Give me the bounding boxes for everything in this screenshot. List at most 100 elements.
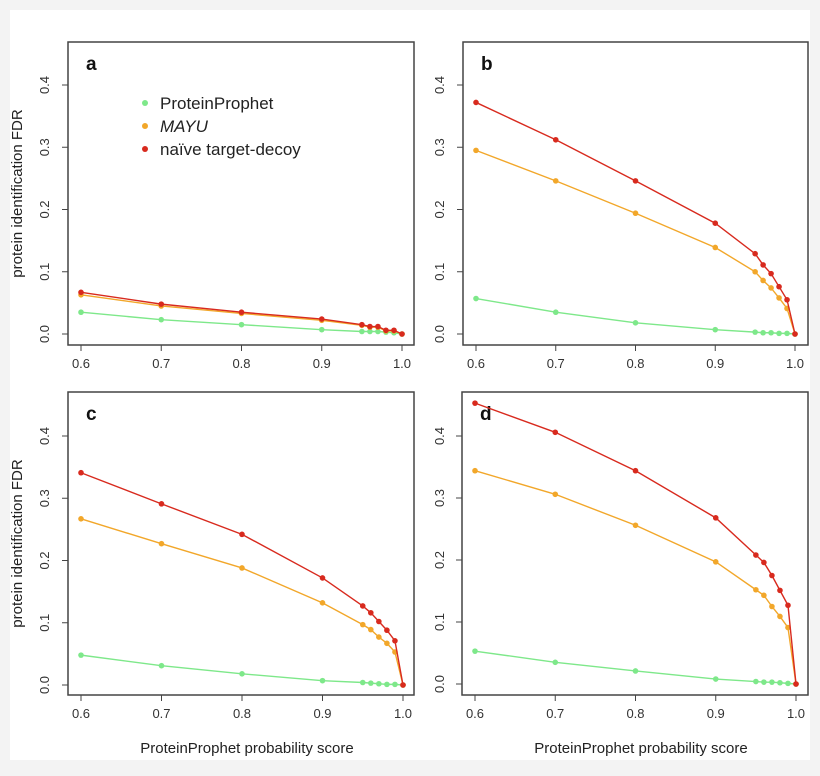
- data-point-MAYU: [158, 540, 165, 547]
- data-point-naive: [552, 429, 559, 436]
- data-point-MAYU: [376, 634, 382, 640]
- panel-label: d: [480, 404, 492, 425]
- data-point-naive: [632, 467, 639, 474]
- data-point-MAYU: [768, 285, 774, 291]
- data-point-naive: [712, 515, 719, 521]
- data-point-naive: [399, 331, 405, 337]
- data-point-naive: [472, 400, 478, 406]
- plot-frame: [67, 391, 415, 696]
- data-point-MAYU: [472, 467, 478, 474]
- series-line-naive: [80, 291, 403, 335]
- data-point-naive: [383, 327, 389, 334]
- series-line-naive: [474, 402, 797, 685]
- data-point-ProteinProphet: [769, 679, 775, 685]
- data-point-ProteinProphet: [753, 678, 759, 685]
- series-line-MAYU: [474, 470, 797, 685]
- data-point-ProteinProphet: [761, 679, 767, 685]
- data-point-ProteinProphet: [552, 659, 559, 666]
- data-point-ProteinProphet: [785, 680, 791, 687]
- data-point-MAYU: [359, 621, 366, 628]
- series-line-ProteinProphet: [80, 654, 404, 686]
- x-tick-label: 0.6: [72, 356, 90, 371]
- data-point-naive: [712, 220, 719, 226]
- data-point-MAYU: [776, 295, 782, 301]
- y-tick-label: 0.4: [432, 427, 447, 445]
- data-point-naive: [793, 681, 799, 687]
- data-point-MAYU: [752, 268, 758, 275]
- x-tick-label: 0.9: [706, 356, 724, 371]
- x-tick-label: 1.0: [786, 356, 804, 371]
- x-tick-label: 0.7: [547, 356, 565, 371]
- data-point-naive: [785, 602, 791, 609]
- data-point-naive: [158, 501, 165, 507]
- y-tick-label: 0.2: [432, 551, 447, 569]
- data-point-MAYU: [552, 491, 559, 498]
- data-point-ProteinProphet: [472, 648, 478, 654]
- data-point-MAYU: [760, 277, 766, 284]
- data-point-MAYU: [78, 515, 84, 522]
- data-point-naive: [319, 575, 326, 581]
- data-point-ProteinProphet: [760, 329, 766, 336]
- data-point-MAYU: [761, 592, 767, 599]
- data-point-ProteinProphet: [158, 662, 165, 669]
- y-tick-label: 0.2: [37, 551, 52, 569]
- data-point-MAYU: [473, 147, 479, 154]
- data-point-MAYU: [632, 522, 639, 529]
- data-point-naive: [359, 321, 365, 328]
- x-tick-label: 1.0: [787, 706, 805, 721]
- data-point-naive: [359, 603, 366, 609]
- data-point-naive: [367, 323, 373, 330]
- y-tick-label: 0.4: [432, 76, 447, 94]
- data-point-naive: [761, 559, 767, 566]
- data-point-MAYU: [712, 244, 719, 251]
- data-point-ProteinProphet: [712, 676, 719, 682]
- y-tick-label: 0.2: [432, 200, 447, 218]
- data-point-naive: [784, 296, 790, 303]
- data-point-MAYU: [753, 586, 759, 593]
- panel-d: 0.6 0.7 0.8 0.9 1.0 0.0 0.1 0.2 0.3 0.4 d ProteinPr…: [432, 391, 809, 757]
- data-point-naive: [384, 627, 390, 634]
- data-point-naive: [392, 638, 398, 644]
- data-point-ProteinProphet: [632, 319, 639, 326]
- panel-label: c: [86, 404, 97, 425]
- data-point-ProteinProphet: [238, 321, 245, 328]
- x-tick-label: 0.8: [626, 356, 644, 371]
- x-tick-label: 0.6: [466, 706, 484, 721]
- data-point-MAYU: [552, 178, 559, 184]
- data-point-naive: [777, 587, 783, 594]
- data-point-naive: [752, 250, 758, 257]
- data-point-naive: [78, 469, 84, 476]
- x-tick-label: 0.7: [152, 356, 170, 371]
- data-point-ProteinProphet: [384, 681, 390, 688]
- y-tick-label: 0.3: [37, 138, 52, 156]
- y-tick-label: 0.0: [432, 675, 447, 693]
- data-point-ProteinProphet: [367, 328, 373, 335]
- x-axis-title: ProteinProphet probability score: [534, 740, 747, 757]
- data-point-ProteinProphet: [239, 670, 245, 677]
- y-tick-label: 0.0: [432, 325, 447, 343]
- data-point-naive: [753, 552, 759, 558]
- x-tick-label: 0.8: [233, 706, 251, 721]
- x-tick-label: 0.7: [152, 706, 170, 721]
- data-point-ProteinProphet: [375, 328, 381, 335]
- x-tick-label: 0.9: [707, 706, 725, 721]
- y-tick-label: 0.1: [37, 614, 52, 632]
- x-tick-label: 0.7: [546, 706, 564, 721]
- data-point-MAYU: [785, 624, 791, 631]
- data-point-naive: [768, 270, 774, 277]
- data-point-naive: [473, 99, 479, 106]
- data-point-MAYU: [632, 210, 639, 217]
- data-point-ProteinProphet: [777, 679, 783, 686]
- series-line-ProteinProphet: [80, 311, 403, 335]
- data-point-ProteinProphet: [712, 326, 719, 333]
- data-point-ProteinProphet: [752, 329, 758, 335]
- x-tick-label: 1.0: [393, 356, 411, 371]
- data-point-naive: [239, 531, 245, 538]
- series-line-MAYU: [475, 149, 796, 335]
- data-point-ProteinProphet: [768, 329, 774, 336]
- legend-marker: [142, 123, 148, 129]
- data-point-ProteinProphet: [78, 652, 84, 658]
- y-tick-label: 0.1: [432, 613, 447, 631]
- data-point-naive: [792, 331, 798, 337]
- data-point-naive: [238, 309, 245, 316]
